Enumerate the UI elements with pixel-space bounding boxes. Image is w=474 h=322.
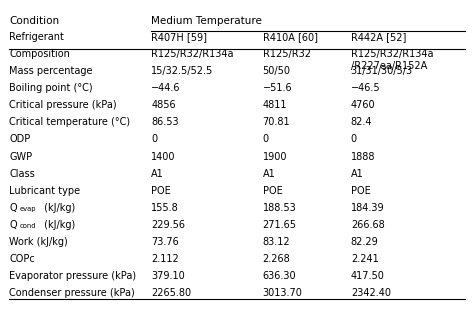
Text: 184.39: 184.39 — [351, 203, 384, 213]
Text: 2342.40: 2342.40 — [351, 288, 391, 298]
Text: 417.50: 417.50 — [351, 271, 385, 281]
Text: −46.5: −46.5 — [351, 83, 381, 93]
Text: A1: A1 — [351, 169, 364, 179]
Text: 188.53: 188.53 — [263, 203, 296, 213]
Text: Condition: Condition — [9, 16, 60, 26]
Text: Refrigerant: Refrigerant — [9, 32, 64, 42]
Text: R410A [60]: R410A [60] — [263, 32, 318, 42]
Text: −44.6: −44.6 — [151, 83, 181, 93]
Text: R407H [59]: R407H [59] — [151, 32, 207, 42]
Text: A1: A1 — [263, 169, 275, 179]
Text: 31/31/30/5/3: 31/31/30/5/3 — [351, 66, 413, 76]
Text: 50/50: 50/50 — [263, 66, 291, 76]
Text: Lubricant type: Lubricant type — [9, 185, 81, 195]
Text: 4760: 4760 — [351, 100, 375, 110]
Text: R125/R32: R125/R32 — [263, 49, 310, 59]
Text: 3013.70: 3013.70 — [263, 288, 302, 298]
Text: 73.76: 73.76 — [151, 237, 179, 247]
Text: 2265.80: 2265.80 — [151, 288, 191, 298]
Text: 0: 0 — [263, 135, 269, 145]
Text: 229.56: 229.56 — [151, 220, 185, 230]
Text: −51.6: −51.6 — [263, 83, 292, 93]
Text: 4856: 4856 — [151, 100, 176, 110]
Text: 155.8: 155.8 — [151, 203, 179, 213]
Text: Evaporator pressure (kPa): Evaporator pressure (kPa) — [9, 271, 137, 281]
Text: GWP: GWP — [9, 152, 33, 162]
Text: 2.268: 2.268 — [263, 254, 290, 264]
Text: 1888: 1888 — [351, 152, 375, 162]
Text: COPc: COPc — [9, 254, 35, 264]
Text: R442A [52]: R442A [52] — [351, 32, 406, 42]
Text: 0: 0 — [151, 135, 157, 145]
Text: 0: 0 — [351, 135, 357, 145]
Text: 82.4: 82.4 — [351, 118, 372, 128]
Text: Critical temperature (°C): Critical temperature (°C) — [9, 118, 130, 128]
Text: POE: POE — [263, 185, 283, 195]
Text: Class: Class — [9, 169, 35, 179]
Text: Work (kJ/kg): Work (kJ/kg) — [9, 237, 68, 247]
Text: (kJ/kg): (kJ/kg) — [41, 203, 75, 213]
Text: Condenser pressure (kPa): Condenser pressure (kPa) — [9, 288, 135, 298]
Text: Boiling point (°C): Boiling point (°C) — [9, 83, 93, 93]
Text: Composition: Composition — [9, 49, 70, 59]
Text: 2.112: 2.112 — [151, 254, 179, 264]
Text: 83.12: 83.12 — [263, 237, 290, 247]
Text: ODP: ODP — [9, 135, 31, 145]
Text: 86.53: 86.53 — [151, 118, 179, 128]
Text: Mass percentage: Mass percentage — [9, 66, 93, 76]
Text: POE: POE — [351, 185, 371, 195]
Text: Q: Q — [9, 203, 17, 213]
Text: R125/R32/R134a
/R227ea/R152A: R125/R32/R134a /R227ea/R152A — [351, 49, 433, 71]
Text: cond: cond — [19, 223, 36, 229]
Text: 271.65: 271.65 — [263, 220, 297, 230]
Text: POE: POE — [151, 185, 171, 195]
Text: A1: A1 — [151, 169, 164, 179]
Text: 4811: 4811 — [263, 100, 287, 110]
Text: 1400: 1400 — [151, 152, 175, 162]
Text: Critical pressure (kPa): Critical pressure (kPa) — [9, 100, 117, 110]
Text: 15/32.5/52.5: 15/32.5/52.5 — [151, 66, 213, 76]
Text: 2.241: 2.241 — [351, 254, 379, 264]
Text: Medium Temperature: Medium Temperature — [151, 16, 262, 26]
Text: Q: Q — [9, 220, 17, 230]
Text: 636.30: 636.30 — [263, 271, 296, 281]
Text: 266.68: 266.68 — [351, 220, 384, 230]
Text: 70.81: 70.81 — [263, 118, 290, 128]
Text: R125/R32/R134a: R125/R32/R134a — [151, 49, 234, 59]
Text: evap: evap — [19, 206, 36, 212]
Text: 1900: 1900 — [263, 152, 287, 162]
Text: (kJ/kg): (kJ/kg) — [41, 220, 75, 230]
Text: 82.29: 82.29 — [351, 237, 379, 247]
Text: 379.10: 379.10 — [151, 271, 185, 281]
